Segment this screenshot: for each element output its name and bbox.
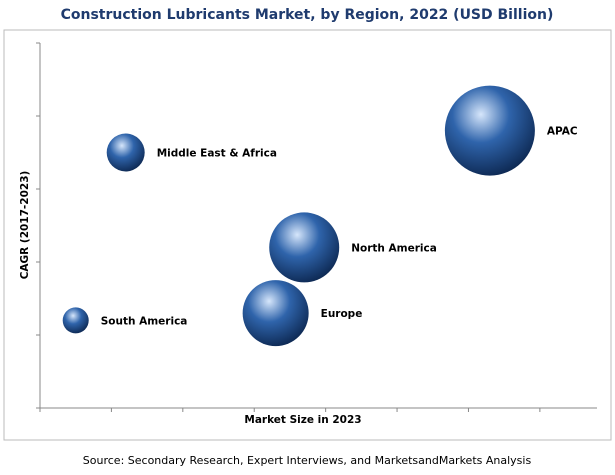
bubble	[242, 280, 309, 347]
bubble-label: South America	[101, 315, 188, 327]
x-axis-label: Market Size in 2023	[244, 414, 361, 426]
bubble-label: Europe	[321, 308, 363, 320]
bubble	[444, 85, 535, 176]
y-axis-label: CAGR (2017-2023)	[19, 171, 31, 280]
bubble	[62, 307, 89, 334]
bubble	[269, 212, 340, 283]
source-note: Source: Secondary Research, Expert Inter…	[83, 454, 532, 467]
chart-title: Construction Lubricants Market, by Regio…	[61, 7, 554, 23]
bubble	[106, 133, 145, 172]
bubble-label: Middle East & Africa	[157, 148, 277, 160]
bubble-label: APAC	[547, 126, 578, 138]
bubble-label: North America	[351, 242, 437, 254]
frame	[3, 29, 612, 441]
